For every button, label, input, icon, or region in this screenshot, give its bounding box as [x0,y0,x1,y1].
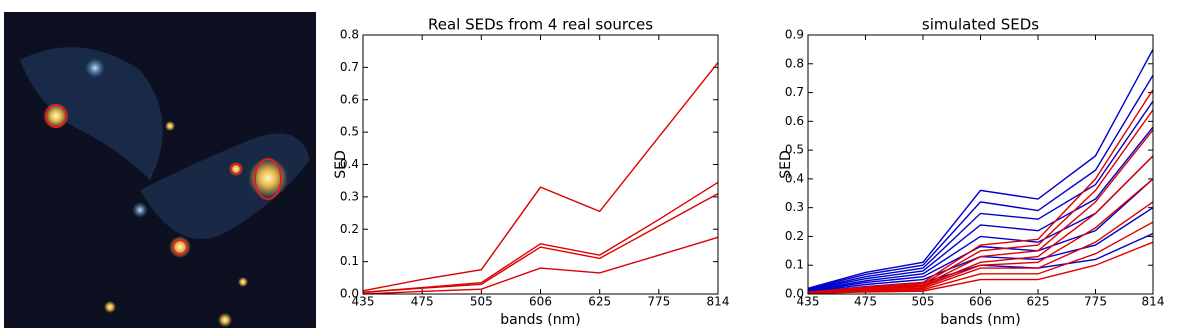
series-line [807,178,1154,292]
y-tick-label: 0.0 [340,287,359,301]
y-tick-label: 0.4 [340,157,359,171]
x-tick-label: 435 [352,295,375,309]
y-axis-label: SED [333,150,349,179]
y-tick-label: 0.7 [785,85,804,99]
x-tick-label: 814 [707,295,730,309]
chart-title: Real SEDs from 4 real sources [428,16,653,34]
y-tick-label: 0.1 [785,258,804,272]
plot-frame [362,34,719,295]
plot-frame [807,34,1154,295]
x-tick-label: 814 [1142,295,1165,309]
series-line [807,221,1154,294]
y-tick-label: 0.5 [340,125,359,139]
y-tick-label: 0.1 [340,254,359,268]
x-tick-label: 505 [470,295,493,309]
series-line [807,126,1154,291]
series-line [362,236,719,295]
y-tick-label: 0.6 [785,114,804,128]
y-tick-label: 0.4 [785,171,804,185]
series-line [807,49,1154,289]
x-tick-label: 625 [1027,295,1050,309]
y-tick-label: 0.5 [785,143,804,157]
y-axis-label: SED [778,150,794,179]
x-tick-label: 505 [912,295,935,309]
x-tick-label: 625 [588,295,611,309]
y-tick-label: 0.8 [785,56,804,70]
x-tick-label: 475 [411,295,434,309]
y-tick-label: 0.3 [340,189,359,203]
x-tick-label: 775 [647,295,670,309]
series-line [362,181,719,294]
x-axis-label: bands (nm) [940,312,1020,328]
series-line [807,100,1154,291]
sky-image [4,12,316,328]
y-tick-label: 0.2 [340,222,359,236]
series-line [807,201,1154,294]
chart: Real SEDs from 4 real sources bands (nm) S… [333,16,729,329]
chart: simulated SEDs bands (nm) SED 0.0 0.1 0.2 0.3 0… [778,16,1164,329]
series-line [807,178,1154,294]
x-tick-label: 475 [854,295,877,309]
y-tick-label: 0.6 [340,92,359,106]
x-tick-label: 606 [529,295,552,309]
y-tick-label: 0.8 [340,28,359,42]
series-line [362,62,719,292]
series-line [362,193,719,294]
y-tick-label: 0.2 [785,229,804,243]
x-tick-label: 606 [969,295,992,309]
y-tick-label: 0.9 [785,28,804,42]
series-line [807,74,1154,290]
chart-title: simulated SEDs [922,16,1039,34]
x-tick-label: 435 [797,295,820,309]
y-tick-label: 0.7 [340,60,359,74]
x-tick-label: 775 [1084,295,1107,309]
x-axis-label: bands (nm) [500,312,580,328]
y-tick-label: 0.0 [785,287,804,301]
y-tick-label: 0.3 [785,200,804,214]
series-line [807,241,1154,295]
